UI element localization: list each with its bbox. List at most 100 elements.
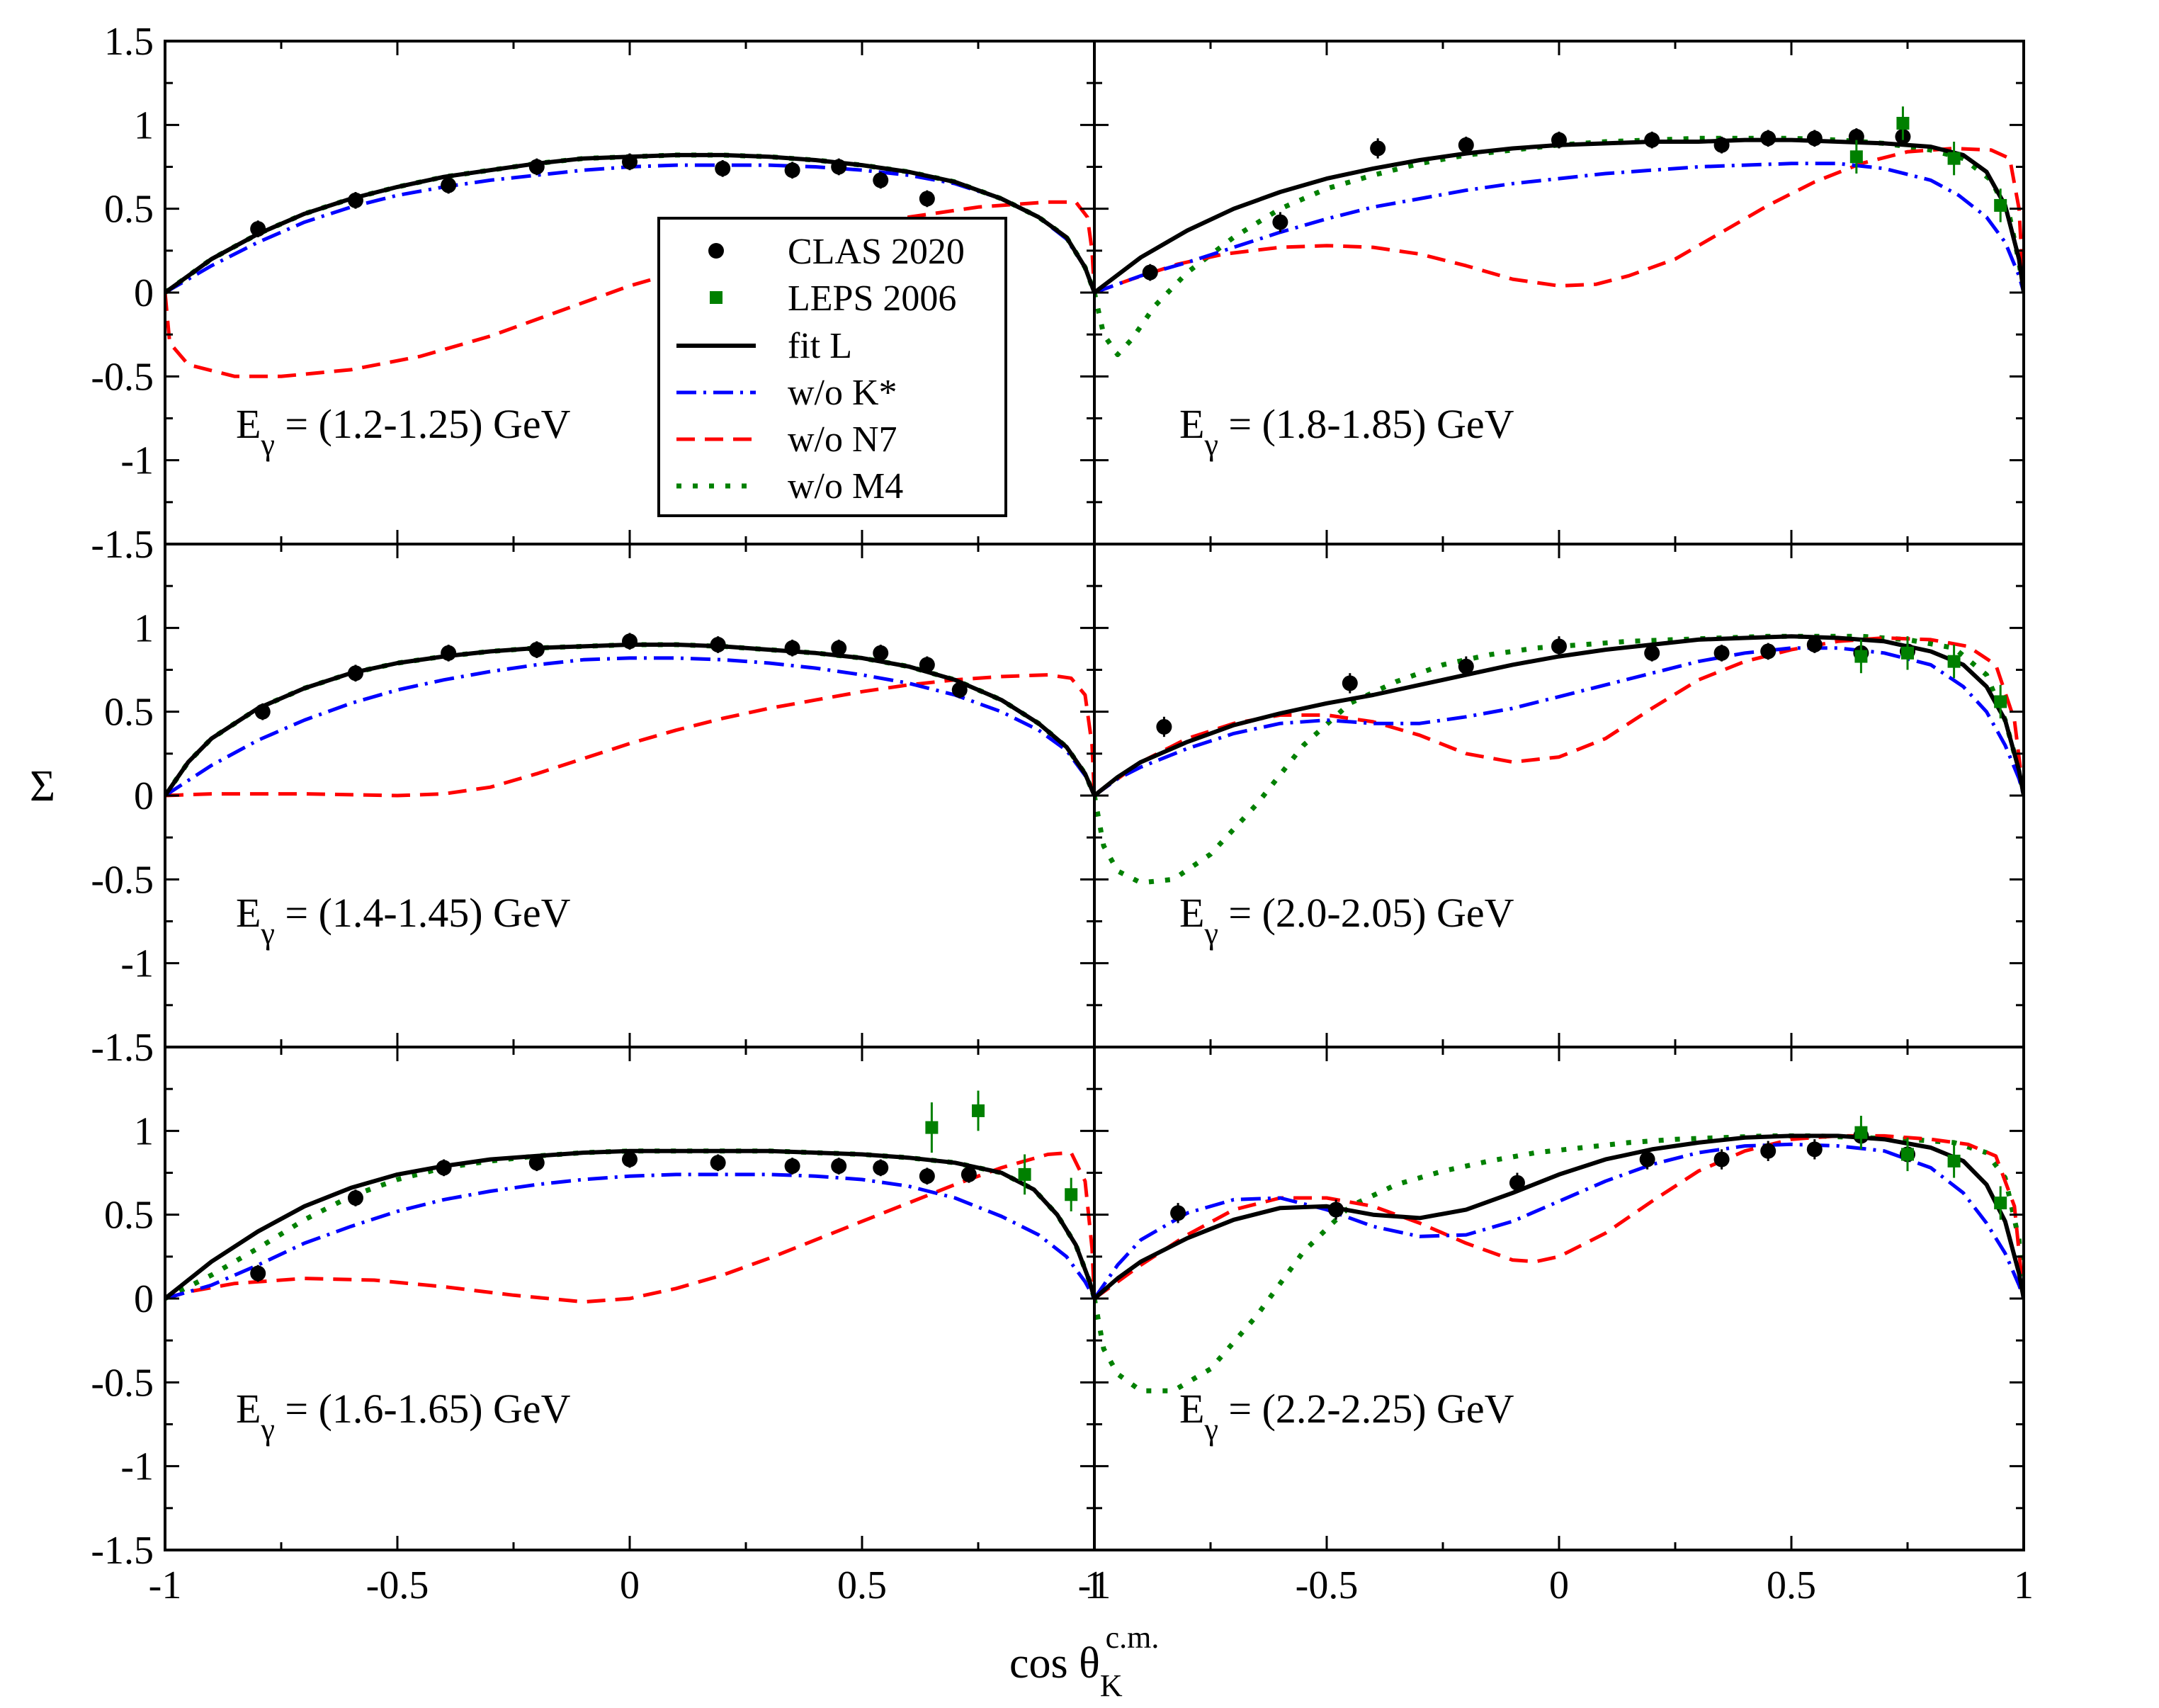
legend-box [657, 217, 1007, 517]
panel-p2 [1093, 40, 2025, 545]
x-tick-label: 0 [1549, 1563, 1569, 1607]
x-tick-label: 1 [1084, 1563, 1104, 1607]
clas-data-point [1806, 1141, 1823, 1158]
clas-data-point [873, 645, 889, 661]
without-kstar-curve [1094, 162, 2024, 295]
clas-data-point [784, 1158, 800, 1175]
energy-symbol: E [236, 401, 261, 447]
clas-data-point [254, 703, 271, 720]
clas-data-point [1760, 1143, 1776, 1159]
x-tick-label: -0.5 [1296, 1563, 1359, 1607]
panel-energy-label: Eγ = (1.2-1.25) GeV [236, 401, 571, 462]
without-n7-curve [165, 673, 1094, 798]
x-tick-label: 0.5 [837, 1563, 887, 1607]
x-axis-title-main: cos θ [1009, 1639, 1100, 1687]
clas-data-point [1170, 1205, 1186, 1221]
clas-data-point [919, 1168, 935, 1184]
clas-data-point [784, 640, 800, 656]
clas-data-point [622, 1151, 638, 1167]
without-kstar-curve [165, 656, 1094, 798]
without-n7-curve [165, 1150, 1094, 1304]
leps-data-point [1901, 1148, 1914, 1161]
energy-range: = (2.2-2.25) GeV [1218, 1386, 1514, 1432]
legend-marker-circle [708, 243, 724, 259]
leps-data-point [1849, 150, 1863, 164]
energy-symbol: E [1179, 890, 1204, 936]
legend-label: w/o K* [788, 373, 897, 413]
clas-data-point [622, 633, 638, 650]
panel-frame [164, 543, 1096, 1048]
clas-data-point [1156, 718, 1172, 735]
legend-entry-fit-l: fit L [676, 326, 852, 366]
y-axis-title: Σ [30, 762, 55, 810]
clas-data-point [715, 160, 731, 176]
x-tick-label: 0.5 [1767, 1563, 1816, 1607]
panel-energy-label: Eγ = (1.8-1.85) GeV [1179, 401, 1514, 462]
without-n7-curve [1094, 147, 2024, 295]
leps-data-point [972, 1104, 985, 1117]
clas-data-point [960, 1166, 977, 1182]
panel-energy-label: Eγ = (1.6-1.65) GeV [236, 1386, 571, 1447]
y-tick-label: -0.5 [91, 858, 154, 902]
leps-data-point [1854, 1126, 1868, 1139]
panel-energy-label: Eγ = (1.4-1.45) GeV [236, 890, 571, 951]
svg-text:cos θKc.m.: cos θKc.m. [1009, 1620, 1159, 1703]
clas-data-point [441, 177, 457, 193]
leps-data-point [1994, 1197, 2007, 1210]
clas-data-point [622, 154, 638, 170]
without-m4-curve [1094, 135, 2024, 358]
leps-data-point [1947, 655, 1961, 668]
fit-l-curve [1094, 634, 2024, 798]
clas-data-point [1760, 643, 1776, 660]
legend-entry-without-m4: w/o M4 [676, 466, 903, 507]
legend-entry-clas: CLAS 2020 [708, 232, 965, 272]
clas-data-point [951, 681, 968, 698]
leps-data-point [1065, 1188, 1078, 1201]
x-tick-label: -1 [149, 1563, 182, 1607]
clas-data-point [1142, 264, 1158, 281]
legend-marker-square [710, 291, 722, 304]
leps-data-point [925, 1121, 939, 1134]
y-tick-label: 0 [134, 774, 154, 818]
clas-data-point [1848, 128, 1864, 145]
without-kstar-curve [1094, 646, 2024, 798]
y-tick-label: -1 [120, 1445, 154, 1489]
clas-data-point [250, 221, 266, 237]
clas-data-point [1551, 132, 1567, 148]
clas-data-point [1806, 130, 1823, 147]
energy-subscript: γ [1203, 427, 1218, 462]
x-tick-label: 0 [620, 1563, 640, 1607]
clas-data-point [347, 192, 363, 208]
y-tick-label: 1.5 [104, 523, 154, 567]
leps-data-point [1947, 1154, 1961, 1167]
clas-data-point [1760, 130, 1776, 147]
without-kstar-curve [1094, 1142, 2024, 1300]
clas-data-point [831, 1158, 847, 1175]
legend-label: w/o M4 [788, 466, 903, 507]
clas-data-point [528, 1155, 545, 1171]
panel-energy-label: Eγ = (2.2-2.25) GeV [1179, 1386, 1514, 1447]
clas-data-point [831, 640, 847, 656]
leps-data-point [1896, 116, 1910, 130]
x-axis-title-superscript: c.m. [1106, 1620, 1160, 1655]
plot-area [164, 40, 2025, 1551]
y-tick-label: 0.5 [104, 188, 154, 232]
without-m4-curve [1094, 633, 2024, 886]
energy-range: = (2.0-2.05) GeV [1218, 890, 1514, 936]
clas-data-point [919, 657, 935, 673]
y-tick-label: -1.5 [91, 1529, 154, 1573]
panel-frame [1093, 1046, 2025, 1551]
legend-label: LEPS 2006 [788, 278, 956, 319]
leps-data-point [1854, 650, 1868, 663]
fit-l-curve [165, 152, 1094, 295]
energy-range: = (1.2-1.25) GeV [275, 401, 571, 447]
energy-symbol: E [236, 1386, 261, 1432]
x-tick-label: 1 [2014, 1563, 2034, 1607]
y-tick-label: 0.5 [104, 1194, 154, 1238]
legend: CLAS 2020 LEPS 2006 fit L w/o K* w/o N7 … [657, 217, 1007, 517]
clas-data-point [1272, 214, 1288, 230]
clas-data-point [1328, 1201, 1344, 1218]
clas-data-point [1509, 1175, 1525, 1191]
panel-energy-label: Eγ = (2.0-2.05) GeV [1179, 890, 1514, 951]
